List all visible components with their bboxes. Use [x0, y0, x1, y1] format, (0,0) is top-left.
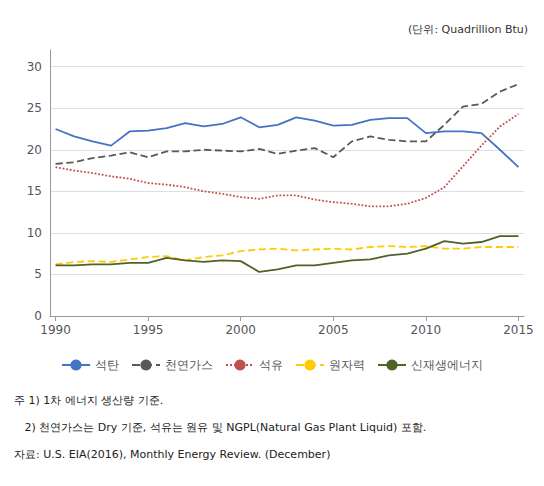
svg-text:2010: 2010: [411, 323, 442, 337]
svg-text:25: 25: [27, 101, 42, 115]
svg-text:10: 10: [27, 226, 42, 240]
svg-text:2000: 2000: [225, 323, 256, 337]
svg-text:1995: 1995: [133, 323, 164, 337]
svg-text:자료: U.S. EIA(2016), Monthly En: 자료: U.S. EIA(2016), Monthly Energy Revie…: [14, 448, 330, 461]
svg-text:천연가스: 천연가스: [165, 358, 213, 372]
svg-text:30: 30: [27, 60, 42, 74]
svg-text:신재생에너지: 신재생에너지: [411, 358, 483, 372]
svg-text:0: 0: [34, 309, 42, 323]
svg-text:주 1) 1차 에너지 생산량 기준.: 주 1) 1차 에너지 생산량 기준.: [14, 394, 163, 407]
svg-text:원자력: 원자력: [329, 358, 365, 372]
svg-text:2015: 2015: [503, 323, 534, 337]
svg-text:2) 천연가스는 Dry 기준, 석유는 원유 및 NGPL: 2) 천연가스는 Dry 기준, 석유는 원유 및 NGPL(Natural G…: [14, 421, 426, 434]
svg-text:석탄: 석탄: [95, 358, 119, 372]
svg-text:1990: 1990: [40, 323, 71, 337]
svg-text:석유: 석유: [259, 358, 283, 372]
svg-text:20: 20: [27, 143, 42, 157]
svg-text:15: 15: [27, 184, 42, 198]
svg-text:5: 5: [34, 267, 42, 281]
svg-text:2005: 2005: [318, 323, 349, 337]
svg-text:(단위: Quadrillion Btu): (단위: Quadrillion Btu): [408, 23, 528, 36]
